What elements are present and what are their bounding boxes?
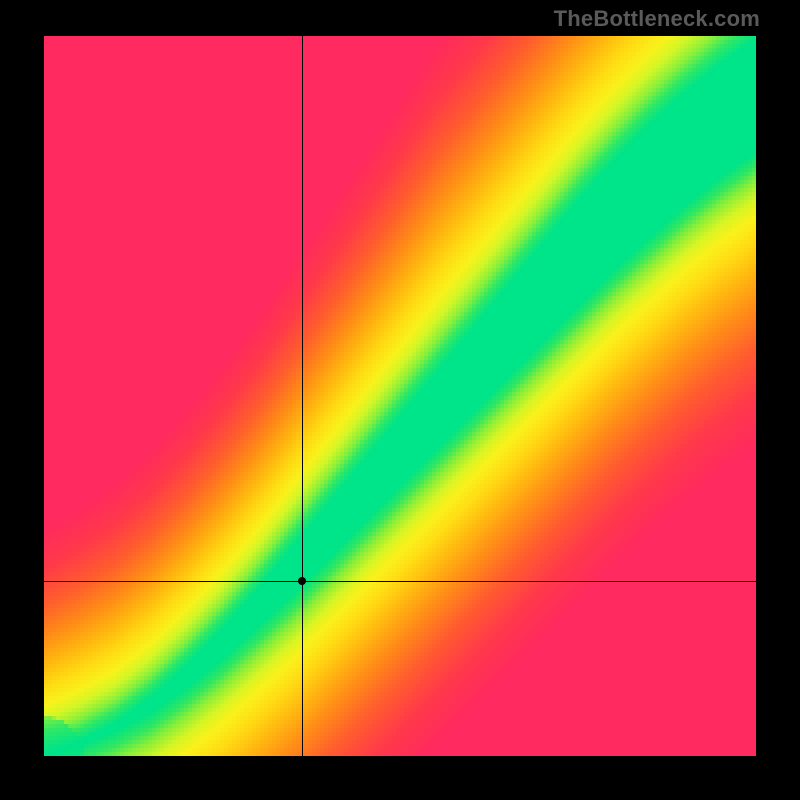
- chart-frame: TheBottleneck.com: [0, 0, 800, 800]
- crosshair-vertical: [302, 36, 303, 756]
- heatmap-canvas: [44, 36, 756, 756]
- crosshair-horizontal: [44, 581, 756, 582]
- watermark-text: TheBottleneck.com: [554, 6, 760, 32]
- plot-area: [44, 36, 756, 756]
